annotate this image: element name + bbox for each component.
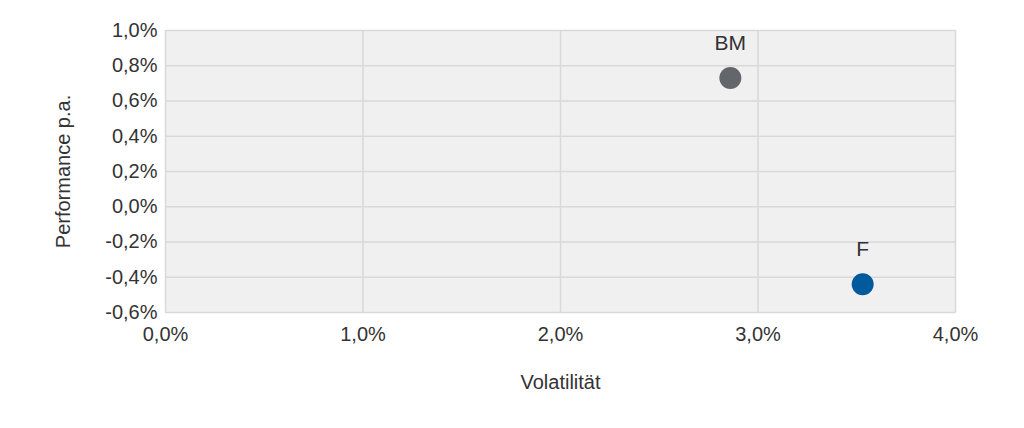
svg-text:0,4%: 0,4% [112,125,158,147]
svg-text:-0,4%: -0,4% [105,266,157,288]
svg-text:-0,6%: -0,6% [105,301,157,323]
svg-text:2,0%: 2,0% [538,323,584,345]
svg-text:1,0%: 1,0% [112,19,158,41]
svg-text:1,0%: 1,0% [340,323,386,345]
svg-text:F: F [856,237,869,260]
svg-text:4,0%: 4,0% [933,323,979,345]
svg-text:BM: BM [715,31,747,54]
svg-text:Volatilität: Volatilität [520,371,600,393]
svg-text:Performance p.a.: Performance p.a. [52,95,74,248]
svg-text:0,2%: 0,2% [112,160,158,182]
svg-text:-0,2%: -0,2% [105,230,157,252]
svg-text:0,6%: 0,6% [112,89,158,111]
svg-text:3,0%: 3,0% [735,323,781,345]
svg-text:0,0%: 0,0% [112,195,158,217]
svg-text:0,0%: 0,0% [143,323,189,345]
svg-text:0,8%: 0,8% [112,54,158,76]
